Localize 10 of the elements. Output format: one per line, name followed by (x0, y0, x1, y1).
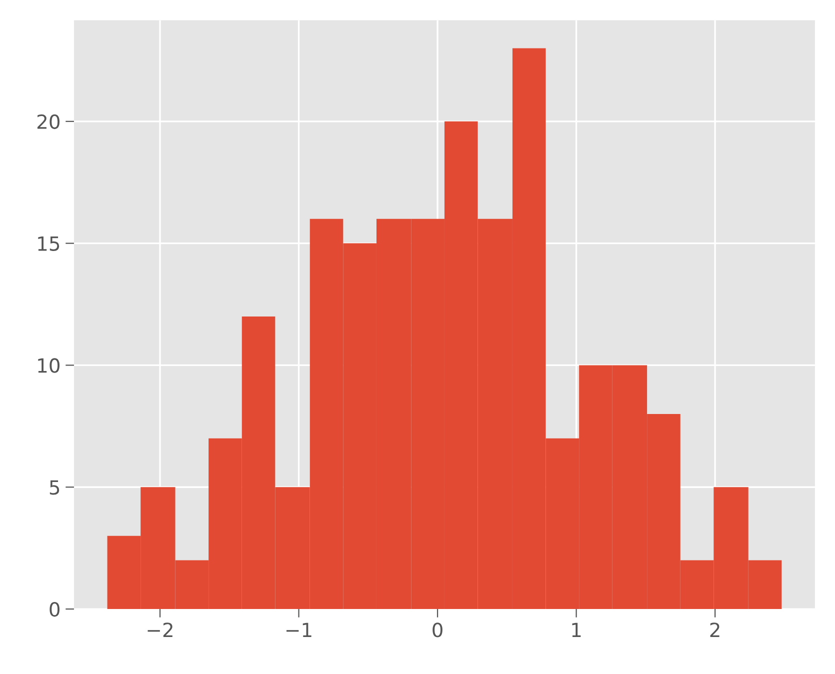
y-tick-label: 20 (37, 114, 60, 130)
x-tick-label: −1 (286, 622, 312, 637)
x-tick-label: 0 (432, 622, 442, 638)
y-tick-label: 10 (38, 358, 60, 373)
x-tick-label: 1 (572, 622, 581, 637)
y-tick-label: 0 (50, 602, 60, 617)
y-tick-label: 5 (50, 480, 60, 495)
x-tick-label: −2 (148, 622, 172, 637)
y-tick-label: 15 (38, 236, 60, 251)
x-tick-label: 2 (710, 622, 720, 637)
